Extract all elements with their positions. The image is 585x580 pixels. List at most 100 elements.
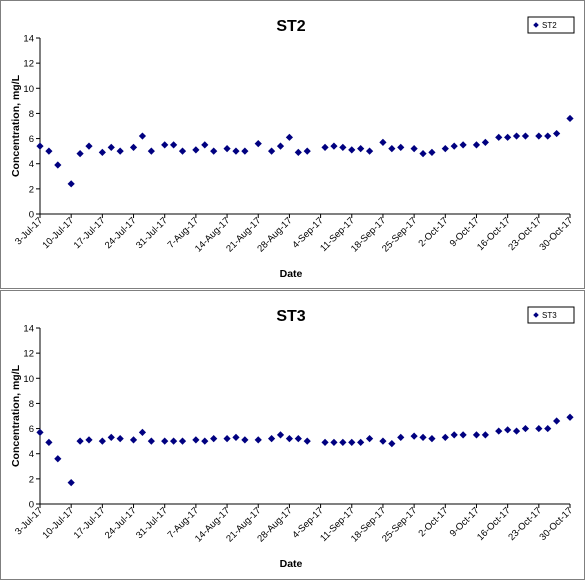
data-point-st2: [170, 141, 178, 149]
x-tick-label: 17-Jul-17: [72, 215, 108, 251]
data-point-st3: [116, 435, 124, 443]
data-point-st3: [285, 435, 294, 443]
y-tick-label: 10: [23, 374, 34, 385]
data-point-st3: [410, 432, 418, 440]
data-point-st3: [450, 431, 458, 439]
data-point-st2: [365, 147, 374, 155]
y-tick-label: 0: [29, 210, 34, 221]
x-axis-title: Date: [280, 558, 303, 570]
data-point-st2: [348, 146, 356, 154]
y-tick-label: 12: [23, 59, 34, 70]
chart-title-st3: ST3: [276, 308, 305, 325]
data-point-st2: [379, 138, 387, 146]
data-point-st3: [365, 435, 374, 443]
data-point-st3: [138, 428, 147, 436]
x-tick-label: 24-Jul-17: [103, 505, 139, 541]
data-point-st2: [267, 147, 276, 155]
data-point-st2: [67, 180, 75, 188]
legend-label: ST3: [542, 311, 557, 320]
data-point-st3: [357, 438, 365, 446]
data-point-st2: [254, 140, 262, 148]
legend-label: ST2: [542, 21, 557, 30]
data-point-st3: [85, 436, 93, 444]
data-point-st2: [178, 147, 187, 155]
data-point-st3: [129, 436, 138, 444]
legend-marker-icon: [533, 22, 539, 28]
data-point-st2: [544, 132, 552, 140]
data-point-st3: [170, 437, 178, 445]
data-point-st3: [566, 413, 574, 421]
data-point-st2: [116, 147, 124, 155]
legend-marker-icon: [533, 312, 539, 318]
x-tick-label: 17-Jul-17: [72, 505, 108, 541]
data-point-st3: [512, 427, 521, 435]
x-tick-label: 2-Oct-17: [416, 215, 450, 249]
data-point-st2: [210, 147, 218, 155]
data-point-st2: [303, 147, 311, 155]
legend-box: [527, 306, 575, 324]
data-point-st3: [330, 438, 338, 446]
data-point-st3: [441, 433, 449, 441]
x-tick-label: 31-Jul-17: [134, 505, 170, 541]
data-point-st3: [504, 426, 512, 434]
data-point-st3: [232, 433, 240, 441]
data-point-st2: [459, 141, 467, 149]
data-point-st2: [512, 132, 521, 140]
y-tick-label: 8: [29, 109, 34, 120]
y-tick-label: 12: [23, 349, 34, 360]
data-point-st2: [504, 133, 512, 141]
y-tick-label: 2: [29, 184, 34, 195]
data-point-st3: [428, 435, 436, 443]
data-point-st2: [107, 143, 115, 151]
data-point-st2: [161, 141, 169, 149]
data-point-st2: [285, 133, 294, 141]
data-point-st3: [321, 438, 329, 446]
y-tick-label: 2: [29, 474, 34, 485]
data-point-st2: [201, 141, 209, 149]
x-tick-label: 10-Jul-17: [41, 505, 77, 541]
chart-panel-st3: ST3 0 2 4 6 8 10 12 14 Concentration, mg/L 3-Jul-1…: [0, 290, 585, 580]
data-point-st2: [450, 142, 458, 150]
data-point-st2: [495, 133, 503, 141]
data-point-st2: [428, 148, 436, 156]
legend-box: [527, 16, 575, 34]
data-point-st3: [54, 455, 62, 463]
data-point-st2: [85, 142, 93, 150]
data-point-st3: [379, 437, 387, 445]
data-point-st2: [397, 143, 405, 151]
data-point-st3: [339, 438, 347, 446]
data-point-st3: [419, 433, 427, 441]
y-tick-label: 8: [29, 399, 34, 410]
data-point-st2: [192, 146, 200, 154]
y-tick-label: 14: [23, 34, 34, 45]
data-point-st3: [67, 479, 75, 487]
data-point-st2: [45, 147, 53, 155]
data-point-st2: [521, 132, 530, 140]
y-axis-title: Concentration, mg/L: [10, 364, 22, 467]
data-point-st3: [98, 437, 106, 445]
data-point-st2: [223, 145, 231, 153]
x-tick-label: 31-Jul-17: [134, 215, 170, 251]
data-point-st2: [410, 145, 418, 153]
data-point-st3: [388, 440, 396, 448]
data-point-st3: [76, 437, 84, 445]
data-point-st2: [441, 145, 449, 153]
chart-title-st2: ST2: [276, 18, 305, 35]
data-point-st3: [45, 438, 53, 446]
data-point-st3: [241, 436, 249, 444]
data-point-st3: [348, 438, 356, 446]
data-point-st2: [138, 132, 147, 140]
data-point-st2: [129, 143, 138, 151]
data-point-st2: [472, 141, 481, 149]
data-point-st2: [232, 147, 240, 155]
data-point-st2: [388, 145, 396, 153]
data-point-st3: [294, 435, 302, 443]
data-point-st2: [36, 142, 44, 150]
x-axis-title: Date: [280, 268, 303, 280]
data-point-st2: [330, 142, 338, 150]
y-tick-label: 14: [23, 324, 34, 335]
y-tick-label: 6: [29, 134, 34, 145]
data-point-st3: [459, 431, 467, 439]
